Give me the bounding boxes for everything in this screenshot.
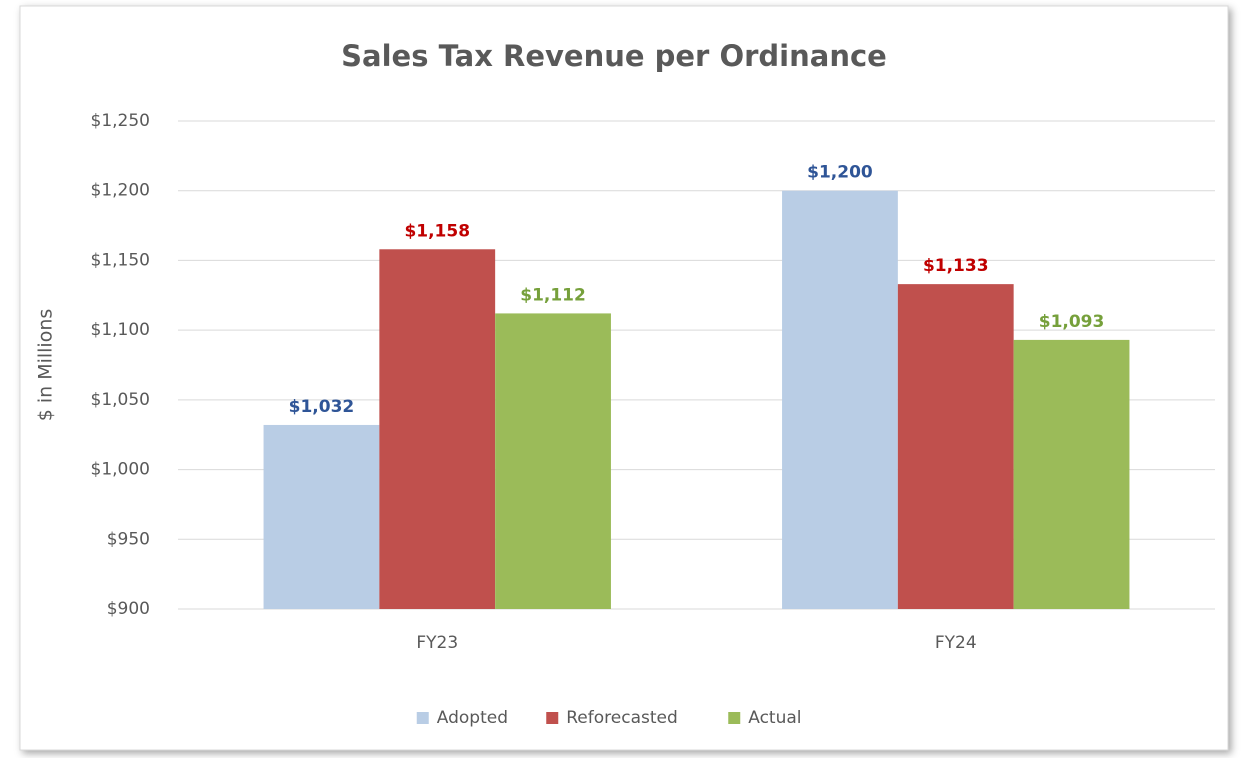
legend-label: Reforecasted [566, 708, 678, 728]
data-label: $1,200 [807, 163, 873, 183]
y-tick-label: $950 [107, 529, 150, 549]
data-label: $1,093 [1039, 312, 1105, 332]
legend-label: Adopted [437, 708, 508, 728]
bar [782, 190, 898, 609]
data-label: $1,112 [520, 285, 586, 305]
legend-swatch [416, 712, 429, 724]
bar [897, 284, 1014, 609]
legend-swatch [728, 712, 741, 724]
bar [263, 424, 380, 609]
y-tick-label: $1,050 [91, 390, 150, 410]
y-tick-label: $1,200 [91, 181, 150, 201]
legend-swatch [546, 712, 559, 724]
y-axis-label: $ in Millions [35, 309, 57, 422]
y-tick-label: $1,000 [91, 460, 150, 480]
data-label: $1,032 [289, 397, 355, 417]
data-label: $1,133 [923, 256, 989, 276]
y-tick-label: $900 [107, 599, 150, 619]
y-tick-label: $1,100 [91, 320, 150, 340]
bar [1013, 339, 1130, 609]
legend-label: Actual [748, 708, 801, 728]
bar [379, 249, 496, 609]
chart-title: Sales Tax Revenue per Ordinance [341, 39, 887, 73]
y-tick-label: $1,150 [91, 250, 150, 270]
x-tick-label: FY23 [416, 633, 458, 653]
y-tick-label: $1,250 [91, 111, 150, 131]
data-label: $1,158 [404, 221, 470, 241]
bar [495, 313, 611, 609]
x-tick-label: FY24 [935, 633, 977, 653]
